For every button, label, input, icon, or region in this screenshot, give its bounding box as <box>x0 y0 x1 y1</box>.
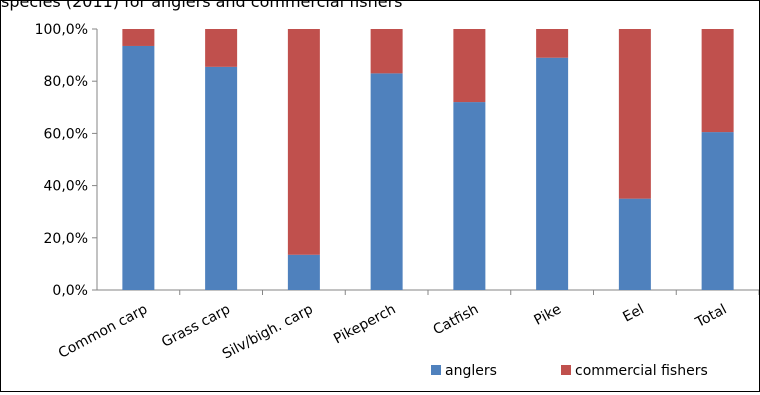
x-tick-label: Grass carp <box>159 301 233 350</box>
bar-commercial-fishers <box>205 29 238 67</box>
legend-swatch-anglers <box>431 365 441 375</box>
bar-commercial-fishers <box>453 29 486 103</box>
x-tick-label: Pike <box>532 301 564 328</box>
bar-anglers <box>370 73 403 291</box>
y-tick-label: 40,0% <box>44 179 88 195</box>
bar-commercial-fishers <box>370 29 403 74</box>
bar-anglers <box>122 45 155 291</box>
bar-anglers <box>536 57 569 291</box>
legend-label-commercial-fishers: commercial fishers <box>575 363 708 379</box>
x-tick-label: Catfish <box>431 301 482 338</box>
bar-commercial-fishers <box>287 29 320 255</box>
bar-anglers <box>205 66 238 290</box>
bar-anglers <box>453 102 486 290</box>
y-tick-label: 80,0% <box>44 74 88 90</box>
legend-swatch-commercial-fishers <box>561 365 571 375</box>
bar-anglers <box>701 132 734 290</box>
x-tick-label: Total <box>692 301 729 331</box>
y-tick-label: 0,0% <box>52 283 88 299</box>
legend: anglers commercial fishers <box>431 363 708 379</box>
y-tick-label: 20,0% <box>44 231 88 247</box>
axes <box>92 28 760 295</box>
y-tick-label: 60,0% <box>44 126 88 142</box>
bars <box>122 29 734 291</box>
bar-commercial-fishers <box>536 29 569 58</box>
x-tick-label: Silv/bigh. carp <box>220 301 316 362</box>
legend-label-anglers: anglers <box>445 363 497 379</box>
x-tick-label: Common carp <box>56 301 151 361</box>
x-tick-label: Eel <box>620 301 646 325</box>
chart-title-fragment: species (2011) for anglers and commercia… <box>1 0 403 11</box>
x-tick-label: Pikeperch <box>331 301 398 347</box>
bar-commercial-fishers <box>701 29 734 133</box>
bar-commercial-fishers <box>618 29 651 199</box>
bar-anglers <box>287 254 320 290</box>
bar-commercial-fishers <box>122 29 155 46</box>
y-tick-label: 100,0% <box>35 22 88 38</box>
bar-anglers <box>618 198 651 290</box>
